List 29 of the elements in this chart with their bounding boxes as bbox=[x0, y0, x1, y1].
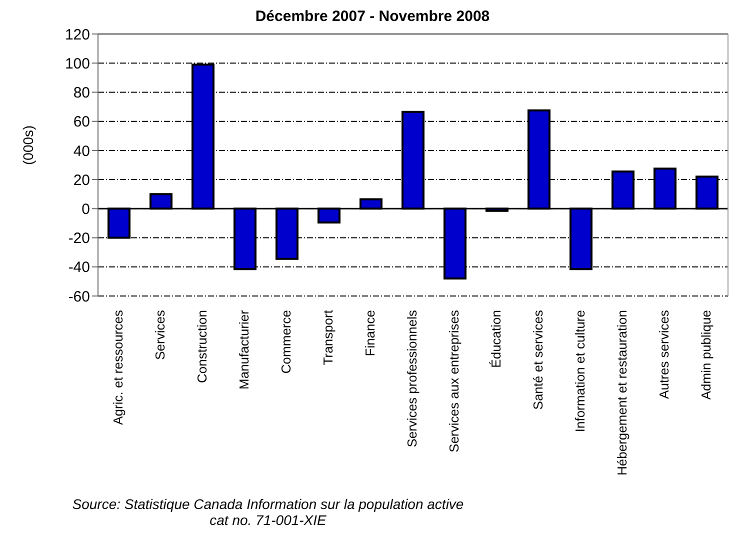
x-tick-label: Services bbox=[152, 310, 168, 360]
x-tick-label: Agric. et ressources bbox=[110, 310, 126, 425]
y-tick-label: 80 bbox=[73, 84, 90, 102]
x-tick-label: Santé et services bbox=[530, 310, 546, 410]
y-tick-label: 60 bbox=[73, 114, 90, 131]
x-tick-label: Services aux entreprises bbox=[446, 310, 462, 452]
x-tick-label: Manufacturier bbox=[236, 309, 252, 390]
x-tick-label: Autres services bbox=[656, 310, 672, 399]
x-tick-label: Transport bbox=[320, 310, 336, 366]
x-tick-label: Services professionnels bbox=[404, 310, 420, 448]
y-axis-title: (000s) bbox=[20, 125, 36, 165]
x-tick-label: Commerce bbox=[278, 310, 294, 374]
y-tick-label: 120 bbox=[64, 26, 90, 44]
y-tick-label: 0 bbox=[82, 200, 90, 218]
y-tick-label: -60 bbox=[68, 288, 90, 306]
y-tick-label: 20 bbox=[73, 172, 90, 189]
x-tick-label: Construction bbox=[194, 310, 210, 383]
x-tick-label: Admin publique bbox=[698, 310, 714, 400]
x-tick-label: Éducation bbox=[488, 310, 504, 368]
y-tick-label: -40 bbox=[68, 259, 90, 276]
y-tick-label: 40 bbox=[73, 142, 90, 160]
x-tick-label: Finance bbox=[362, 310, 378, 356]
x-tick-label: Information et culture bbox=[572, 310, 588, 432]
source-note: Source: Statistique Canada Information sur la population active bbox=[71, 496, 465, 512]
x-tick-label: Hébergement et restauration bbox=[614, 310, 630, 476]
text: cat no. 71-001-XIE bbox=[208, 512, 328, 528]
chart-title: Décembre 2007 - Novembre 2008 bbox=[254, 8, 491, 26]
y-tick-label: -20 bbox=[68, 230, 90, 248]
y-tick-label: 100 bbox=[64, 55, 90, 72]
